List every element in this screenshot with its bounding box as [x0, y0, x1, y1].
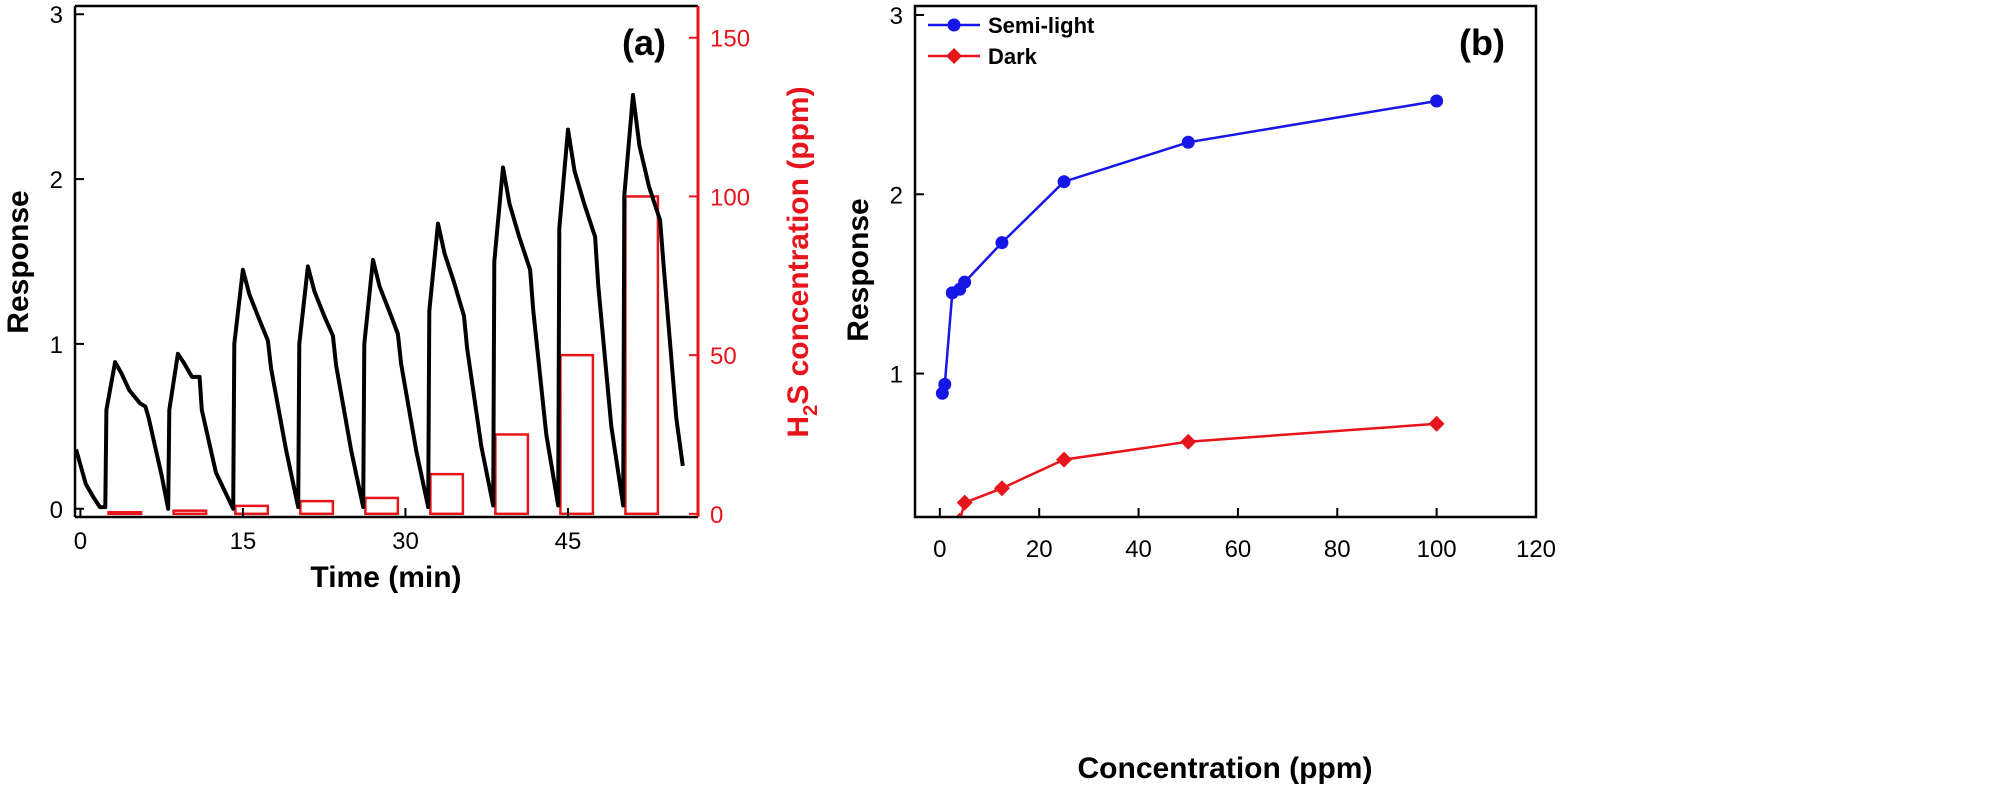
panel-a-label: (a): [622, 22, 666, 63]
b-x-ticks: 0 20 40 60 80 100 120: [933, 508, 1556, 563]
a-y-tick-label: 1: [50, 332, 63, 359]
b-plot-frame: [913, 4, 1538, 519]
y2-label-subscript: 2: [800, 405, 822, 416]
concentration-bar-5: [429, 472, 465, 516]
concentration-bar-4: [364, 496, 400, 516]
point-semi-light: [995, 236, 1009, 250]
concentration-bar-3: [299, 499, 335, 516]
a-y2-axis-label: H2S concentration (ppm): [782, 86, 822, 437]
b-series-lines: [941, 99, 1437, 517]
a-x-ticks: 0 15 30 45: [74, 508, 582, 555]
concentration-bar-7: [559, 353, 595, 516]
a-y-tick-label: 2: [50, 167, 63, 194]
y2-label-rest: S concentration (ppm): [782, 86, 815, 404]
a-x-tick-label: 30: [392, 528, 419, 555]
response-curve: [75, 93, 685, 511]
b-x-axis-label: Concentration (ppm): [1078, 752, 1373, 785]
b-x-tick-label: 20: [1026, 536, 1053, 563]
a-y-tick-label: 3: [50, 2, 63, 29]
point-dark: [955, 512, 965, 517]
b-y-tick-label: 3: [890, 3, 903, 30]
b-x-tick-label: 120: [1516, 536, 1556, 563]
a-x-tick-label: 0: [74, 528, 87, 555]
point-semi-light: [1181, 135, 1195, 149]
point-semi-light: [1057, 175, 1071, 189]
a-y2-ticks: 0 50 100 150: [689, 26, 750, 529]
a-y-axis-label: Response: [2, 190, 35, 333]
concentration-bar-8: [624, 195, 660, 516]
y2-label-h: H: [782, 416, 815, 438]
b-x-tick-label: 80: [1324, 536, 1351, 563]
point-dark: [993, 480, 1010, 497]
b-series-markers: [935, 94, 1445, 536]
point-semi-light: [958, 275, 972, 289]
concentration-bar-1: [172, 509, 208, 516]
legend-semi-light-label: Semi-light: [988, 13, 1095, 38]
a-x-axis-label: Time (min): [310, 561, 461, 594]
panel-b-label: (b): [1459, 22, 1505, 63]
a-y2-tick-label: 100: [710, 184, 750, 211]
a-y-ticks: 0 1 2 3: [50, 2, 84, 524]
legend: Semi-light Dark: [928, 13, 1095, 69]
point-semi-light: [1430, 94, 1444, 108]
b-x-tick-label: 100: [1417, 536, 1457, 563]
a-y-tick-label: 0: [50, 497, 63, 524]
point-dark: [944, 520, 960, 536]
response-curve-group: [75, 93, 685, 511]
concentration-bar-0: [107, 510, 143, 516]
b-y-tick-label: 1: [890, 362, 903, 389]
b-x-tick-label: 40: [1125, 536, 1152, 563]
legend-dark-label: Dark: [988, 44, 1038, 69]
panel-b: 0 20 40 60 80 100 120 1 2 3 (b) Concentration (p…: [842, 3, 1556, 785]
b-y-tick-label: 2: [890, 182, 903, 209]
concentration-bars: [107, 195, 660, 516]
concentration-bar-2: [234, 504, 270, 516]
b-x-tick-label: 60: [1225, 536, 1252, 563]
point-dark: [1428, 415, 1445, 432]
b-x-tick-label: 0: [933, 536, 946, 563]
b-y-axis-label: Response: [842, 198, 875, 341]
point-dark: [956, 494, 973, 511]
a-y2-tick-label: 50: [710, 343, 737, 370]
b-y-ticks: 1 2 3: [890, 3, 924, 389]
point-semi-light: [938, 377, 952, 391]
a-y2-tick-label: 0: [710, 502, 723, 529]
legend-dark-marker: [946, 48, 962, 64]
a-x-tick-label: 15: [230, 528, 257, 555]
point-dark: [1180, 433, 1197, 450]
legend-semi-light-marker: [947, 18, 961, 32]
point-dark: [1056, 451, 1073, 468]
concentration-bar-6: [494, 433, 530, 516]
panel-a: 0 15 30 45 0 1 2 3 0 50 100 150 (a) Time (min) Re…: [2, 2, 822, 594]
a-y2-tick-label: 150: [710, 26, 750, 53]
a-x-tick-label: 45: [555, 528, 582, 555]
